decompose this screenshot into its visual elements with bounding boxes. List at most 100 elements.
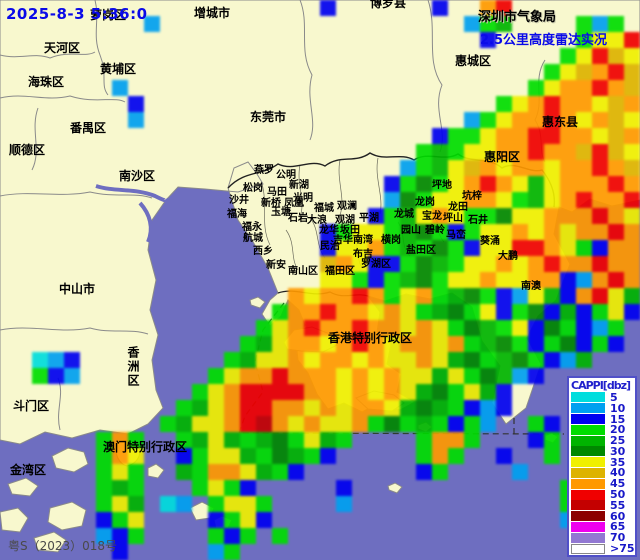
radar-cell bbox=[304, 400, 320, 416]
radar-cell bbox=[416, 384, 432, 400]
radar-cell bbox=[320, 240, 336, 256]
radar-cell bbox=[448, 448, 464, 464]
radar-cell bbox=[240, 512, 256, 528]
radar-cell bbox=[240, 528, 256, 544]
radar-cell bbox=[240, 480, 256, 496]
radar-cell bbox=[448, 240, 464, 256]
radar-cell bbox=[480, 144, 496, 160]
radar-cell bbox=[320, 320, 336, 336]
radar-cell bbox=[496, 192, 512, 208]
radar-cell bbox=[448, 224, 464, 240]
radar-cell bbox=[496, 384, 512, 400]
radar-cell bbox=[224, 512, 240, 528]
radar-cell bbox=[448, 352, 464, 368]
radar-cell bbox=[480, 336, 496, 352]
radar-cell bbox=[256, 352, 272, 368]
radar-cell bbox=[528, 368, 544, 384]
license-text: 粤S（2023）018号 bbox=[8, 539, 118, 553]
radar-cell bbox=[480, 272, 496, 288]
radar-cell bbox=[576, 192, 592, 208]
radar-cell bbox=[400, 192, 416, 208]
radar-cell bbox=[144, 16, 160, 32]
radar-cell bbox=[272, 464, 288, 480]
radar-cell bbox=[608, 48, 624, 64]
legend-value: 25 bbox=[610, 434, 626, 448]
radar-cell bbox=[512, 224, 528, 240]
radar-cell bbox=[624, 32, 640, 48]
radar-cell bbox=[288, 416, 304, 432]
radar-cell bbox=[528, 336, 544, 352]
radar-cell bbox=[496, 96, 512, 112]
radar-cell bbox=[576, 144, 592, 160]
radar-cell bbox=[256, 512, 272, 528]
radar-cell bbox=[256, 416, 272, 432]
radar-cell bbox=[128, 448, 144, 464]
radar-cell bbox=[96, 432, 112, 448]
radar-cell bbox=[112, 544, 128, 560]
radar-cell bbox=[256, 432, 272, 448]
radar-cell bbox=[400, 304, 416, 320]
radar-cell bbox=[480, 16, 496, 32]
radar-cell bbox=[192, 384, 208, 400]
radar-cell bbox=[352, 256, 368, 272]
radar-cell bbox=[400, 288, 416, 304]
radar-cell bbox=[96, 448, 112, 464]
radar-cell bbox=[560, 176, 576, 192]
radar-cell bbox=[464, 144, 480, 160]
radar-cell bbox=[432, 240, 448, 256]
legend-row: 35 bbox=[571, 457, 633, 468]
radar-cell bbox=[384, 240, 400, 256]
radar-cell bbox=[624, 176, 640, 192]
radar-cell bbox=[512, 320, 528, 336]
radar-cell bbox=[176, 400, 192, 416]
radar-cell bbox=[384, 208, 400, 224]
radar-cell bbox=[432, 352, 448, 368]
radar-cell bbox=[480, 176, 496, 192]
radar-cell bbox=[272, 384, 288, 400]
radar-cell bbox=[624, 96, 640, 112]
radar-cell bbox=[368, 320, 384, 336]
radar-cell bbox=[544, 448, 560, 464]
radar-cell bbox=[240, 336, 256, 352]
radar-cell bbox=[112, 448, 128, 464]
radar-cell bbox=[576, 352, 592, 368]
radar-cell bbox=[512, 128, 528, 144]
radar-cell bbox=[576, 128, 592, 144]
radar-cell bbox=[240, 496, 256, 512]
radar-cell bbox=[224, 544, 240, 560]
radar-cell bbox=[112, 80, 128, 96]
radar-cell bbox=[432, 272, 448, 288]
radar-cell bbox=[464, 16, 480, 32]
radar-cell bbox=[576, 48, 592, 64]
radar-cell bbox=[432, 208, 448, 224]
radar-cell bbox=[128, 96, 144, 112]
radar-cell bbox=[544, 224, 560, 240]
legend-swatch bbox=[571, 511, 605, 522]
radar-cell bbox=[336, 496, 352, 512]
radar-cell bbox=[528, 112, 544, 128]
radar-cell bbox=[368, 336, 384, 352]
radar-cell bbox=[256, 448, 272, 464]
radar-cell bbox=[208, 432, 224, 448]
radar-cell bbox=[592, 272, 608, 288]
radar-cell bbox=[448, 432, 464, 448]
radar-cell bbox=[560, 240, 576, 256]
radar-cell bbox=[336, 336, 352, 352]
radar-cell bbox=[416, 208, 432, 224]
radar-cell bbox=[480, 160, 496, 176]
radar-cell bbox=[320, 432, 336, 448]
radar-cell bbox=[352, 240, 368, 256]
radar-cell bbox=[624, 48, 640, 64]
radar-cell bbox=[368, 224, 384, 240]
product-subtitle: 2.5公里高度雷达实况 bbox=[480, 33, 608, 48]
radar-cell bbox=[496, 224, 512, 240]
radar-cell bbox=[608, 64, 624, 80]
legend-row: 65 bbox=[571, 521, 633, 532]
radar-cell bbox=[464, 128, 480, 144]
radar-cell bbox=[400, 384, 416, 400]
radar-cell bbox=[32, 368, 48, 384]
radar-cell bbox=[496, 160, 512, 176]
legend-swatch bbox=[571, 413, 605, 424]
radar-cell bbox=[496, 208, 512, 224]
